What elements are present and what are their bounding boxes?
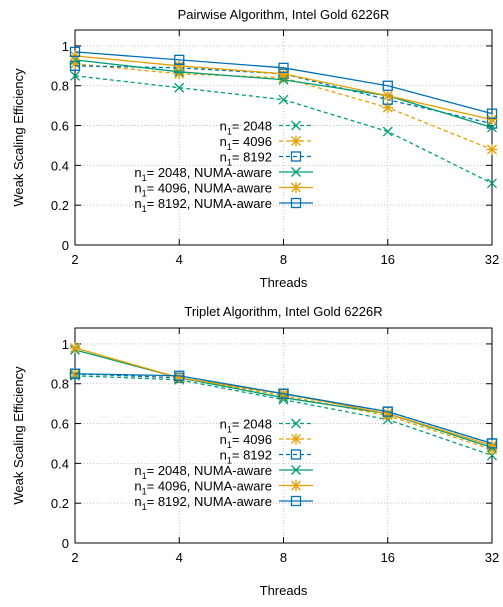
chart-title: Triplet Algorithm, Intel Gold 6226R — [184, 304, 382, 319]
x-tick-label: 2 — [71, 252, 78, 267]
x-tick-label: 16 — [381, 252, 395, 267]
x-tick-label: 4 — [176, 550, 183, 565]
legend-label-text: n — [134, 479, 141, 494]
x-tick-label: 32 — [485, 252, 499, 267]
y-tick-label: 0.4 — [51, 456, 69, 471]
x-tick-label: 16 — [381, 550, 395, 565]
legend-label-text: = 8192, NUMA-aware — [147, 494, 272, 509]
legend-label-text: = 2048 — [232, 417, 272, 432]
legend-label-text: = 8192, NUMA-aware — [147, 196, 272, 211]
series-2 — [70, 368, 498, 455]
y-axis-label: Weak Scaling Efficiency — [11, 366, 26, 505]
legend-label-text: = 4096, NUMA-aware — [147, 479, 272, 494]
chart-title: Pairwise Algorithm, Intel Gold 6226R — [178, 7, 390, 22]
y-tick-label: 0.4 — [51, 158, 69, 173]
plot-frame — [75, 328, 492, 543]
legend-label-text: = 4096, NUMA-aware — [147, 181, 272, 196]
legend-label-text: = 2048 — [232, 119, 272, 134]
legend-label-text: n — [134, 165, 141, 180]
x-tick-label: 4 — [176, 252, 183, 267]
legend-label-text: = 4096 — [232, 432, 272, 447]
chart-panel-1: Pairwise Algorithm, Intel Gold 6226R 0 0.2… — [11, 7, 499, 290]
legend-label-text: = 4096 — [232, 134, 272, 149]
y-tick-label: 0.6 — [51, 417, 69, 432]
legend-label-text: n — [220, 134, 227, 149]
x-tick-label: 8 — [280, 252, 287, 267]
legend-label-text: n — [220, 432, 227, 447]
y-tick-label: 0 — [62, 238, 69, 253]
x-axis-label: Threads — [260, 275, 308, 290]
x-axis-label: Threads — [260, 583, 308, 598]
legend-label-text: n — [220, 448, 227, 463]
legend-label-text: n — [134, 181, 141, 196]
chart-panel-2: Triplet Algorithm, Intel Gold 6226R 0 0.2 0… — [11, 304, 499, 598]
legend-label-text: n — [134, 494, 141, 509]
y-tick-label: 0.2 — [51, 496, 69, 511]
y-axis-label: Weak Scaling Efficiency — [11, 68, 26, 207]
y-tick-label: 0.8 — [51, 377, 69, 392]
legend-label-text: n — [220, 119, 227, 134]
legend-label-text: = 2048, NUMA-aware — [147, 463, 272, 478]
y-tick-label: 0.2 — [51, 198, 69, 213]
legend-label-text: n — [220, 150, 227, 165]
y-tick-label: 0 — [62, 536, 69, 551]
x-tick-label: 8 — [280, 550, 287, 565]
x-tick-label: 32 — [485, 550, 499, 565]
legend-label-text: n — [134, 463, 141, 478]
legend-label: n1= 8192, NUMA-aware — [134, 196, 272, 214]
legend-label-text: n — [220, 417, 227, 432]
legend-label-text: = 2048, NUMA-aware — [147, 165, 272, 180]
legend-label: n1= 8192, NUMA-aware — [134, 494, 272, 512]
y-tick-label: 1 — [62, 337, 69, 352]
y-tick-label: 1 — [62, 39, 69, 54]
y-tick-label: 0.8 — [51, 79, 69, 94]
legend-label-text: = 8192 — [232, 448, 272, 463]
legend-label-text: = 8192 — [232, 150, 272, 165]
legend-label-text: n — [134, 196, 141, 211]
x-tick-label: 2 — [71, 550, 78, 565]
y-tick-label: 0.6 — [51, 119, 69, 134]
